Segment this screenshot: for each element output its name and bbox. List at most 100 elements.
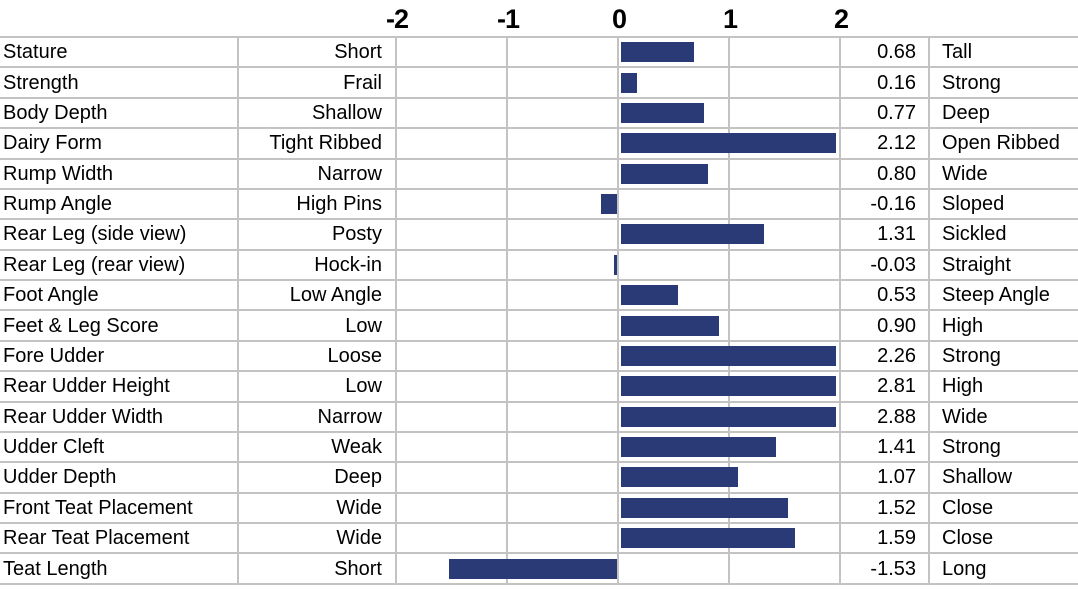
gridline-zero (617, 372, 619, 401)
gridline-zero (617, 524, 619, 553)
trait-row: Rump Angle High Pins -0.16 Sloped (0, 189, 1078, 221)
trait-row: Rear Leg (side view) Posty 1.31 Sickled (0, 220, 1078, 251)
gridline-minus1 (506, 432, 508, 462)
gridline-zero (617, 220, 619, 249)
trait-bar (621, 345, 836, 366)
bar-plot-cell (397, 38, 841, 67)
low-end-label-cell: Weak (239, 432, 397, 462)
low-end-label-cell: Loose (239, 341, 397, 371)
trait-name-cell: Rear Udder Width (0, 402, 239, 431)
low-end-label-cell: Hock-in (239, 250, 397, 279)
gridline-minus1 (506, 341, 508, 371)
trait-name-cell: Rear Leg (side view) (0, 220, 239, 249)
trait-row: Front Teat Placement Wide 1.52 Close (0, 493, 1078, 524)
trait-value-cell: -0.16 (841, 189, 930, 219)
gridline-minus1 (506, 38, 508, 67)
trait-bar (601, 194, 617, 215)
trait-table: Stature Short 0.68 Tall Strength Frail 0… (0, 36, 1078, 585)
trait-bar (621, 406, 836, 427)
bar-plot-cell (397, 220, 841, 249)
gridline-zero (617, 129, 619, 158)
gridline-minus1 (506, 463, 508, 492)
gridline-minus1 (506, 220, 508, 249)
trait-bar (621, 437, 776, 458)
bar-plot-cell (397, 250, 841, 279)
high-end-label-cell: Close (942, 527, 994, 550)
bar-plot-cell (397, 341, 841, 371)
gridline-plus1 (728, 311, 730, 340)
trait-row: Foot Angle Low Angle 0.53 Steep Angle (0, 281, 1078, 312)
gridline-zero (617, 159, 619, 188)
trait-row: Rear Udder Width Narrow 2.88 Wide (0, 402, 1078, 433)
bar-plot-cell (397, 281, 841, 310)
bar-plot-cell (397, 524, 841, 553)
gridline-zero (617, 281, 619, 310)
gridline-minus1 (506, 281, 508, 310)
trait-value-cell: 0.90 (841, 311, 930, 340)
trait-row: Stature Short 0.68 Tall (0, 38, 1078, 69)
bar-plot-cell (397, 402, 841, 431)
trait-row: Udder Depth Deep 1.07 Shallow (0, 463, 1078, 494)
gridline-plus1 (728, 68, 730, 97)
high-end-label-cell: Strong (942, 436, 1001, 459)
bar-plot-cell (397, 493, 841, 522)
high-end-label-cell: Straight (942, 253, 1011, 276)
low-end-label-cell: Posty (239, 220, 397, 249)
gridline-zero (617, 493, 619, 522)
gridline-plus1 (728, 189, 730, 219)
gridline-minus1 (506, 159, 508, 188)
trait-row: Feet & Leg Score Low 0.90 High (0, 311, 1078, 342)
gridline-minus1 (506, 493, 508, 522)
trait-name-cell: Fore Udder (0, 341, 239, 371)
gridline-plus1 (728, 159, 730, 188)
trait-name-cell: Udder Depth (0, 463, 239, 492)
bar-plot-cell (397, 311, 841, 340)
trait-name-cell: Foot Angle (0, 281, 239, 310)
gridline-minus1 (506, 129, 508, 158)
high-end-label-cell: High (942, 314, 984, 337)
gridline-zero (617, 311, 619, 340)
high-end-label-cell: Wide (942, 405, 988, 428)
trait-value-cell: 1.31 (841, 220, 930, 249)
trait-name-cell: Udder Cleft (0, 432, 239, 462)
gridline-minus1 (506, 68, 508, 97)
low-end-label-cell: Frail (239, 68, 397, 97)
trait-row: Rear Leg (rear view) Hock-in -0.03 Strai… (0, 250, 1078, 281)
trait-row: Udder Cleft Weak 1.41 Strong (0, 432, 1078, 464)
trait-value-cell: 1.41 (841, 432, 930, 462)
trait-name-cell: Rear Teat Placement (0, 524, 239, 553)
gridline-zero (617, 98, 619, 128)
low-end-label-cell: Wide (239, 493, 397, 522)
high-end-label-cell: Close (942, 496, 994, 519)
gridline-plus1 (728, 554, 730, 583)
bar-plot-cell (397, 432, 841, 462)
trait-value-cell: -0.03 (841, 250, 930, 279)
gridline-zero (617, 402, 619, 431)
trait-row: Rear Udder Height Low 2.81 High (0, 372, 1078, 403)
gridline-minus1 (506, 250, 508, 279)
high-end-label-cell: Sloped (942, 193, 1005, 216)
gridline-minus1 (506, 311, 508, 340)
trait-value-cell: 2.12 (841, 129, 930, 158)
gridline-zero (617, 250, 619, 279)
trait-name-cell: Front Teat Placement (0, 493, 239, 522)
low-end-label-cell: Low Angle (239, 281, 397, 310)
gridline-zero (617, 554, 619, 583)
low-end-label-cell: Low (239, 372, 397, 401)
bar-plot-cell (397, 554, 841, 583)
trait-value-cell: 0.16 (841, 68, 930, 97)
trait-bar (621, 224, 765, 245)
bar-plot-cell (397, 372, 841, 401)
trait-bar (614, 254, 617, 275)
bar-plot-cell (397, 98, 841, 128)
trait-value-cell: 0.77 (841, 98, 930, 128)
high-end-label-cell: Shallow (942, 466, 1013, 489)
trait-name-cell: Body Depth (0, 98, 239, 128)
high-end-label-cell: High (942, 375, 984, 398)
trait-bar (621, 467, 738, 488)
gridline-plus1 (728, 250, 730, 279)
trait-value-cell: 2.81 (841, 372, 930, 401)
bar-plot-cell (397, 189, 841, 219)
gridline-minus1 (506, 98, 508, 128)
